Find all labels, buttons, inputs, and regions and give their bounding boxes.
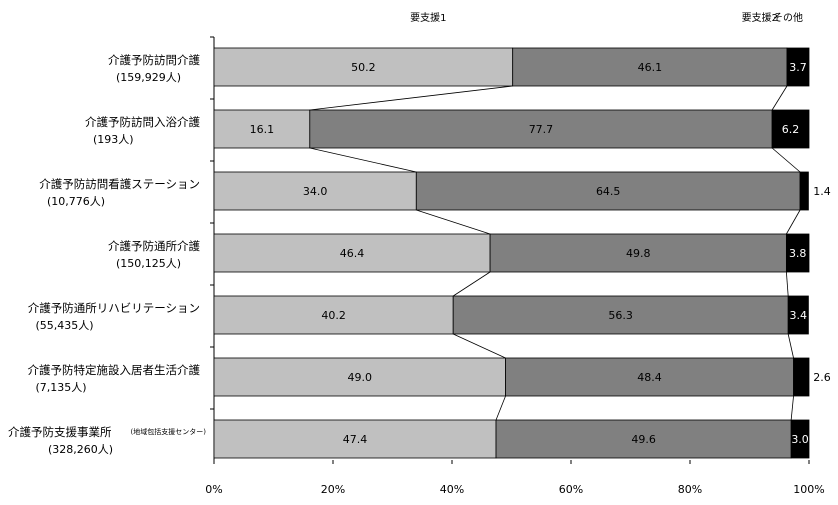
x-tick-label: 80% <box>678 483 702 496</box>
category-label: 介護予防訪問介護 <box>108 53 200 67</box>
value-label-youshien1: 47.4 <box>343 433 368 446</box>
category-count: (159,929人) <box>116 71 181 84</box>
value-label-youshien2: 77.7 <box>529 123 554 136</box>
x-tick-label: 0% <box>205 483 222 496</box>
value-label-youshien2: 56.3 <box>608 309 633 322</box>
bar-other-5 <box>787 295 809 335</box>
value-label-youshien2: 49.6 <box>631 433 656 446</box>
bar-youshien2-1 <box>512 47 788 87</box>
series-line-youshien2 <box>771 85 788 111</box>
value-label-other: 3.0 <box>791 433 809 446</box>
series-line-youshien2 <box>787 333 794 359</box>
category-count: (150,125人) <box>116 257 181 270</box>
bar-youshien2-4 <box>489 233 787 273</box>
bar-youshien2-6 <box>505 357 794 397</box>
category-label: 介護予防支援事業所 <box>8 425 112 439</box>
bar-other-3 <box>799 171 809 211</box>
series-line-youshien1 <box>495 395 506 421</box>
value-label-youshien2: 46.1 <box>638 61 663 74</box>
category-count: (193人) <box>93 133 134 146</box>
bar-youshien1-5 <box>213 295 454 335</box>
value-label-youshien2: 48.4 <box>637 371 662 384</box>
category-label: 介護予防訪問看護ステーション <box>39 177 200 191</box>
series-line-youshien2 <box>790 395 794 421</box>
bar-other-1 <box>786 47 810 87</box>
bar-other-7 <box>790 419 810 459</box>
x-tick-label: 40% <box>440 483 464 496</box>
category-note: (地域包括支援センター) <box>131 427 207 436</box>
category-count: (328,260人) <box>48 443 113 456</box>
series-line-youshien1 <box>416 209 491 235</box>
value-label-youshien1: 46.4 <box>340 247 365 260</box>
bar-other-6 <box>793 357 810 397</box>
value-label-other: 3.4 <box>790 309 808 322</box>
x-tick-label: 20% <box>321 483 345 496</box>
value-label-other: 6.2 <box>782 123 800 136</box>
value-label-youshien1: 40.2 <box>321 309 346 322</box>
bar-youshien1-3 <box>213 171 417 211</box>
value-label-youshien1: 49.0 <box>348 371 373 384</box>
value-label-youshien1: 34.0 <box>303 185 328 198</box>
category-count: (7,135人) <box>36 381 87 394</box>
bar-youshien2-2 <box>309 109 773 149</box>
series-line-youshien1 <box>452 271 491 297</box>
x-tick-label: 100% <box>793 483 824 496</box>
value-label-other: 3.8 <box>789 247 807 260</box>
value-label-youshien2: 64.5 <box>596 185 621 198</box>
x-tick-label: 60% <box>559 483 583 496</box>
category-label: 介護予防訪問入浴介護 <box>85 115 200 129</box>
category-count: (10,776人) <box>47 195 105 208</box>
bar-other-4 <box>785 233 810 273</box>
bar-youshien2-7 <box>495 419 792 459</box>
series-line-youshien2 <box>771 147 801 173</box>
series-line-youshien2 <box>786 209 801 235</box>
value-label-youshien1: 16.1 <box>250 123 275 136</box>
bar-youshien2-3 <box>415 171 801 211</box>
legend-label-youshien1: 要支援1 <box>410 11 446 24</box>
category-label: 介護予防特定施設入居者生活介護 <box>28 363 201 377</box>
series-line-youshien2 <box>785 271 789 297</box>
bar-youshien2-5 <box>452 295 789 335</box>
value-label-youshien1: 50.2 <box>351 61 376 74</box>
series-line-youshien1 <box>453 333 506 359</box>
series-line-youshien1 <box>309 147 417 173</box>
category-count: (55,435人) <box>36 319 94 332</box>
series-line-youshien1 <box>309 85 513 111</box>
value-label-other: 2.6 <box>813 371 831 384</box>
legend-label-other: その他 <box>773 11 803 24</box>
category-label: 介護予防通所リハビリテーション <box>28 301 200 315</box>
legend-label-youshien2: 要支援2 <box>742 11 778 24</box>
value-label-other: 1.4 <box>813 185 831 198</box>
bar-youshien1-1 <box>213 47 514 87</box>
value-label-other: 3.7 <box>789 61 807 74</box>
category-label: 介護予防通所介護 <box>108 239 200 253</box>
value-label-youshien2: 49.8 <box>626 247 651 260</box>
bar-other-2 <box>771 109 810 149</box>
